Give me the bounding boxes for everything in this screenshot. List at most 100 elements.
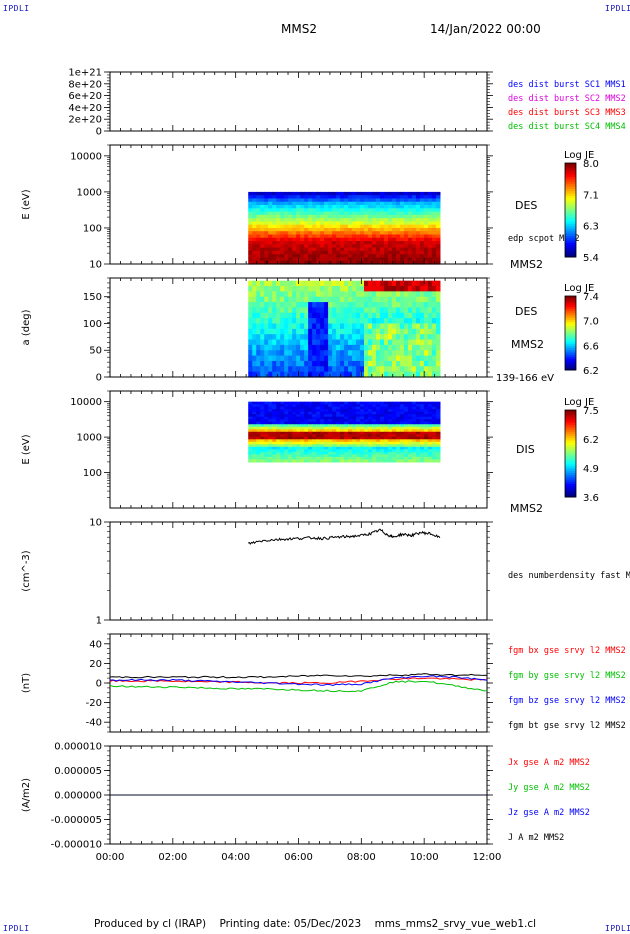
- dis-energy-cell: [276, 436, 281, 440]
- des-energy-cell: [288, 208, 293, 213]
- dis-energy-cell: [427, 404, 433, 408]
- des-pitch-cell: [403, 344, 409, 351]
- des-energy-cell: [252, 227, 257, 232]
- des-energy-cell: [387, 198, 393, 203]
- des-pitch-cell: [419, 312, 425, 319]
- des-pitch-cell: [324, 328, 329, 335]
- des-energy-cell: [348, 250, 353, 255]
- dis-energy-cell: [268, 446, 273, 450]
- des-pitch-cell: [264, 302, 269, 309]
- des-energy-cell: [395, 191, 401, 196]
- dis-energy-cell: [248, 409, 253, 413]
- des-pitch-cell: [419, 360, 425, 367]
- dis-energy-cell: [352, 409, 357, 413]
- des-energy-cell: [383, 254, 389, 259]
- des-pitch-cell: [415, 280, 421, 287]
- dis-energy-cell: [280, 459, 285, 463]
- dis-energy-cell: [419, 444, 425, 448]
- des-pitch-cell: [264, 312, 269, 319]
- des-pitch-cell: [268, 371, 273, 378]
- dis-energy-cell: [268, 439, 273, 443]
- des-pitch-cell: [423, 344, 429, 351]
- des-pitch-cell: [364, 318, 369, 325]
- des-energy-cell: [372, 231, 377, 236]
- dis-energy-cell: [368, 424, 373, 428]
- dis-energy-cell: [383, 451, 389, 455]
- des-pitch-cell: [391, 307, 397, 314]
- des-energy-cell: [312, 257, 317, 262]
- dis-energy-cell: [280, 409, 285, 413]
- des-pitch-cell: [399, 366, 405, 373]
- des-pitch-cell: [375, 291, 381, 298]
- dis-energy-cell: [399, 411, 405, 415]
- dis-energy-cell: [296, 441, 301, 445]
- des-energy-cell: [387, 250, 393, 255]
- des-energy-cell: [340, 244, 345, 249]
- colorbar-3-segment: [565, 449, 576, 452]
- des-pitch-cell: [391, 328, 397, 335]
- des-pitch-cell: [348, 280, 353, 287]
- dis-energy-cell: [280, 439, 285, 443]
- des-energy-cell: [256, 195, 261, 200]
- dis-energy-cell: [348, 424, 353, 428]
- des-pitch-cell: [272, 328, 277, 335]
- des-energy-cell: [332, 208, 337, 213]
- y-tick-label: 100: [83, 319, 102, 330]
- des-energy-cell: [372, 218, 377, 222]
- des-energy-cell: [284, 254, 289, 259]
- colorbar-2-segment: [565, 320, 576, 323]
- des-pitch-cell: [399, 328, 405, 335]
- des-energy-cell: [344, 260, 349, 265]
- dis-energy-cell: [368, 441, 373, 445]
- dis-energy-cell: [288, 419, 293, 423]
- colorbar-3-segment: [565, 468, 576, 472]
- dis-energy-cell: [280, 421, 285, 425]
- des-energy-cell: [419, 191, 425, 196]
- des-energy-cell: [320, 257, 325, 262]
- des-pitch-cell: [272, 339, 277, 346]
- des-pitch-cell: [407, 291, 413, 298]
- des-energy-cell: [435, 224, 441, 229]
- des-pitch-cell: [284, 307, 289, 314]
- dis-energy-cell: [372, 409, 377, 413]
- des-energy-cell: [395, 198, 401, 203]
- dis-energy-cell: [252, 426, 257, 430]
- des-energy-cell: [383, 224, 389, 229]
- des-pitch-cell: [276, 286, 281, 292]
- des-energy-cell: [284, 214, 289, 219]
- dis-energy-cell: [324, 406, 329, 410]
- des-energy-cell: [379, 241, 385, 245]
- des-energy-cell: [340, 231, 345, 236]
- fgm-ylabel: (nT): [21, 673, 32, 693]
- des-pitch-cell: [372, 366, 377, 373]
- colorbar-3-segment: [565, 473, 576, 476]
- des-energy-cell: [344, 205, 349, 209]
- des-energy-cell: [312, 195, 317, 200]
- dis-energy-cell: [304, 441, 309, 445]
- des-energy-cell: [391, 237, 397, 242]
- dis-energy-cell: [368, 451, 373, 455]
- dis-energy-cell: [368, 406, 373, 410]
- des-pitch-cell: [328, 323, 333, 330]
- legend-fgm-green: fgm by gse srvy l2 MMS2: [508, 671, 626, 681]
- des-energy-cell: [427, 260, 433, 265]
- des-energy-cell: [328, 241, 333, 245]
- dis-energy-cell: [252, 414, 257, 418]
- des-energy-cell: [356, 237, 361, 242]
- dis-energy-cell: [276, 451, 281, 455]
- dis-energy-cell: [284, 444, 289, 448]
- des-pitch-cell: [276, 328, 281, 335]
- des-pitch-cell: [260, 350, 265, 357]
- des-pitch-cell: [383, 302, 389, 309]
- dis-energy-cell: [407, 406, 413, 410]
- y-tick-label: 1000: [77, 433, 102, 444]
- des-pitch-cell: [368, 280, 373, 287]
- des-energy-cell: [268, 214, 273, 219]
- des-pitch-cell: [431, 371, 437, 378]
- des-energy-cell: [423, 205, 429, 209]
- dis-energy-cell: [340, 434, 345, 438]
- des-pitch-cell: [256, 296, 261, 303]
- des-energy-cell: [395, 257, 401, 262]
- colorbar-2-segment: [565, 297, 576, 301]
- des-energy-cell: [403, 195, 409, 200]
